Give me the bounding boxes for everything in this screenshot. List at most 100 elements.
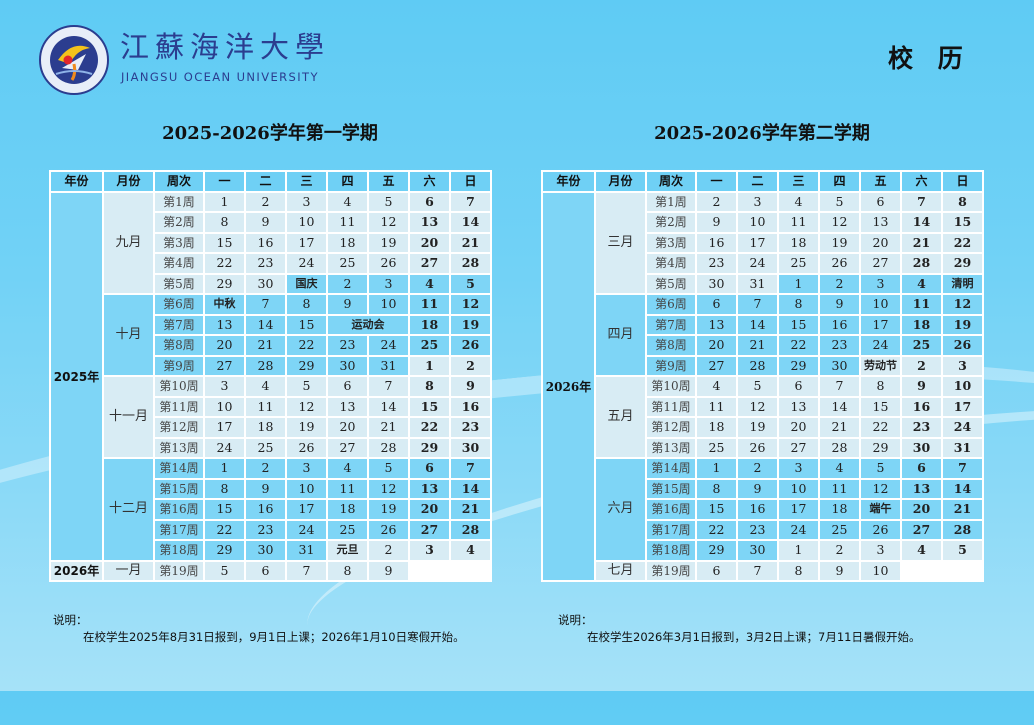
day-cell: 8 bbox=[203, 477, 246, 500]
day-cell: 2 bbox=[900, 354, 943, 377]
week-label: 第12周 bbox=[153, 416, 205, 439]
day-cell: 10 bbox=[777, 477, 820, 500]
day-cell: 18 bbox=[777, 231, 820, 254]
day-cell: 6 bbox=[695, 293, 738, 316]
day-cell: 18 bbox=[326, 498, 369, 521]
column-header: 一 bbox=[203, 170, 246, 193]
week-label: 第7周 bbox=[645, 313, 697, 336]
day-cell: 25 bbox=[326, 518, 369, 541]
day-cell: 10 bbox=[941, 375, 984, 398]
day-cell: 8 bbox=[285, 293, 328, 316]
week-label: 第15周 bbox=[645, 477, 697, 500]
day-cell: 18 bbox=[900, 313, 943, 336]
day-cell: 15 bbox=[941, 211, 984, 234]
month-cell: 十月 bbox=[102, 293, 155, 377]
week-row: 四月 第6周 6 7 8 9 10 11 12 bbox=[542, 293, 984, 377]
day-cell: 11 bbox=[408, 293, 451, 316]
day-cell: 5 bbox=[818, 190, 861, 213]
week-row: 六月 第14周 1 2 3 4 5 6 7 bbox=[542, 457, 984, 562]
day-cell: 19 bbox=[941, 313, 984, 336]
day-cell: 19 bbox=[449, 313, 492, 336]
day-cell: 14 bbox=[941, 477, 984, 500]
day-cell: 9 bbox=[818, 293, 861, 316]
day-cell: 13 bbox=[900, 477, 943, 500]
month-cell: 九月 bbox=[102, 190, 155, 295]
day-cell: 24 bbox=[367, 334, 410, 357]
holiday-cell: 国庆 bbox=[285, 272, 328, 295]
week-label: 第6周 bbox=[153, 293, 205, 316]
day-cell: 16 bbox=[449, 395, 492, 418]
day-cell: 17 bbox=[736, 231, 779, 254]
day-cell: 21 bbox=[818, 416, 861, 439]
day-cell: 26 bbox=[818, 252, 861, 275]
day-cell: 4 bbox=[818, 457, 861, 480]
day-cell: 8 bbox=[695, 477, 738, 500]
day-cell: 25 bbox=[818, 518, 861, 541]
week-label: 第11周 bbox=[645, 395, 697, 418]
column-header: 年份 bbox=[541, 170, 596, 193]
day-cell: 12 bbox=[859, 477, 902, 500]
day-cell: 8 bbox=[408, 375, 451, 398]
day-cell: 13 bbox=[203, 313, 246, 336]
week-label: 第13周 bbox=[645, 436, 697, 459]
day-cell: 6 bbox=[408, 457, 451, 480]
day-cell: 13 bbox=[408, 211, 451, 234]
month-cell: 四月 bbox=[594, 293, 647, 377]
day-cell: 3 bbox=[859, 272, 902, 295]
week-label: 第14周 bbox=[153, 457, 205, 480]
day-cell: 4 bbox=[695, 375, 738, 398]
holiday-cell: 端午 bbox=[859, 498, 902, 521]
day-cell: 7 bbox=[818, 375, 861, 398]
day-cell: 11 bbox=[777, 211, 820, 234]
week-label: 第9周 bbox=[153, 354, 205, 377]
day-cell: 6 bbox=[900, 457, 943, 480]
day-cell: 16 bbox=[695, 231, 738, 254]
day-cell: 16 bbox=[244, 498, 287, 521]
day-cell: 3 bbox=[367, 272, 410, 295]
day-cell: 26 bbox=[367, 252, 410, 275]
day-cell: 25 bbox=[244, 436, 287, 459]
day-cell: 20 bbox=[777, 416, 820, 439]
day-cell: 24 bbox=[736, 252, 779, 275]
day-cell: 7 bbox=[285, 559, 328, 582]
day-cell: 27 bbox=[900, 518, 943, 541]
column-header: 四 bbox=[818, 170, 861, 193]
day-cell: 21 bbox=[449, 498, 492, 521]
day-cell: 13 bbox=[695, 313, 738, 336]
week-row: 十二月 第14周 1 2 3 4 5 6 7 bbox=[50, 457, 492, 562]
day-cell: 3 bbox=[408, 539, 451, 562]
day-cell: 16 bbox=[818, 313, 861, 336]
day-cell: 13 bbox=[408, 477, 451, 500]
day-cell: 12 bbox=[449, 293, 492, 316]
day-cell: 17 bbox=[859, 313, 902, 336]
day-cell: 3 bbox=[203, 375, 246, 398]
day-cell: 12 bbox=[367, 211, 410, 234]
week-label: 第17周 bbox=[153, 518, 205, 541]
week-label: 第1周 bbox=[153, 190, 205, 213]
day-cell: 20 bbox=[408, 498, 451, 521]
day-cell: 3 bbox=[285, 457, 328, 480]
month-cell: 一月 bbox=[102, 559, 155, 582]
week-label: 第3周 bbox=[645, 231, 697, 254]
day-cell: 10 bbox=[285, 211, 328, 234]
day-cell: 15 bbox=[408, 395, 451, 418]
day-cell: 7 bbox=[449, 457, 492, 480]
day-cell: 7 bbox=[244, 293, 287, 316]
day-cell: 31 bbox=[736, 272, 779, 295]
week-label: 第3周 bbox=[153, 231, 205, 254]
day-cell: 16 bbox=[736, 498, 779, 521]
day-cell: 3 bbox=[736, 190, 779, 213]
week-label: 第18周 bbox=[645, 539, 697, 562]
day-cell: 24 bbox=[285, 252, 328, 275]
week-row: 第11周 10 11 12 13 14 15 16 bbox=[50, 395, 492, 418]
column-header: 年份 bbox=[49, 170, 104, 193]
week-row: 七月 第19周 6 7 8 9 10 bbox=[542, 559, 983, 582]
column-header: 周次 bbox=[645, 170, 697, 193]
day-cell: 23 bbox=[818, 334, 861, 357]
day-cell: 4 bbox=[449, 539, 492, 562]
day-cell: 7 bbox=[367, 375, 410, 398]
week-row: 第15周 8 9 10 11 12 13 14 bbox=[50, 477, 492, 500]
day-cell: 3 bbox=[941, 354, 984, 377]
week-row: 第17周 22 23 24 25 26 27 28 bbox=[50, 518, 492, 541]
week-row: 2026年 一月 第19周 5 6 7 8 9 bbox=[49, 559, 491, 582]
